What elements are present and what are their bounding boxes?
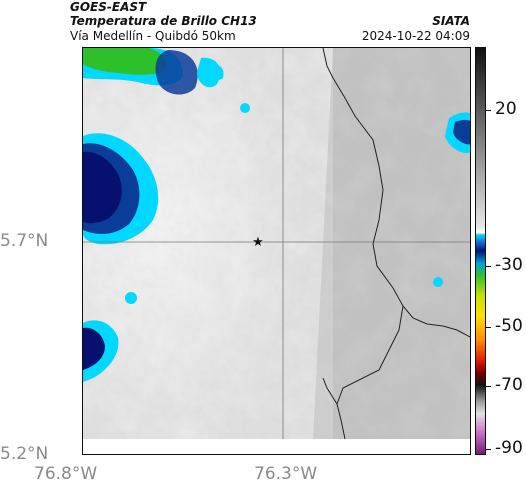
colorbar-label-minus90: -90	[495, 438, 523, 458]
lon-label-76.8: 76.8°W	[34, 464, 98, 484]
cloud-cyan-dot-3	[213, 65, 224, 80]
border-line-south-branch	[322, 377, 338, 405]
location-star-icon: ★	[252, 235, 264, 250]
imagery-grain	[83, 48, 470, 439]
cloud-cyan-right	[197, 57, 221, 88]
colorbar-label-20: 20	[495, 99, 517, 119]
cloud-green-core	[83, 48, 166, 75]
cloud-cyan-dot-2	[433, 277, 443, 287]
border-line	[322, 48, 470, 338]
title-region: Vía Medellín - Quibdó 50km	[70, 29, 236, 43]
lon-label-76.3: 76.3°W	[254, 464, 318, 484]
title-product: Temperatura de Brillo CH13	[70, 14, 257, 28]
colorbar-tick-minus90	[486, 449, 491, 450]
colorbar-tick-minus50	[486, 327, 491, 328]
colorbar-label-minus30: -30	[495, 255, 523, 275]
border-line-south	[336, 305, 404, 440]
cloud-deep-blue-center	[83, 151, 122, 224]
cloud-blue-top	[155, 50, 198, 95]
colorbar-tick-20	[486, 110, 491, 111]
source-label: SIATA	[432, 14, 470, 28]
title-satellite: GOES-EAST	[70, 0, 147, 14]
cloud-cyan-dot-1	[240, 103, 250, 113]
imagery-darker-east	[313, 48, 470, 439]
lat-label-5.2: 5.2°N	[0, 444, 49, 464]
colorbar-label-minus50: -50	[495, 316, 523, 336]
cloud-blue-east-core	[453, 119, 470, 145]
colorbar	[475, 47, 486, 455]
imagery-nodata-strip	[83, 439, 470, 454]
satellite-map: ★	[82, 47, 471, 455]
datetime-label: 2024-10-22 04:09	[361, 29, 470, 43]
cloud-blue-sw-core	[83, 327, 105, 370]
colorbar-label-minus70: -70	[495, 375, 523, 395]
colorbar-tick-minus70	[486, 386, 491, 387]
lat-label-5.7: 5.7°N	[0, 231, 49, 251]
colorbar-tick-minus30	[486, 266, 491, 267]
colorbar-gradient	[476, 48, 485, 454]
cloud-cyan-blob	[125, 292, 137, 304]
